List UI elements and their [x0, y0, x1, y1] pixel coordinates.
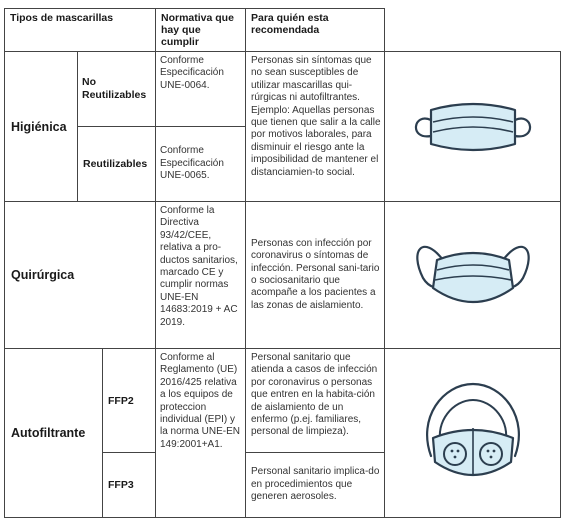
subtype-reutilizables: Reutilizables [77, 126, 156, 202]
para-quien-ffp3: Personal sanitario implica-do en procedi… [245, 452, 385, 518]
hygienic-mask-icon [414, 102, 531, 151]
header-normativa: Normativa que hay que cumplir [155, 8, 246, 52]
image-cell-quirurgica [384, 201, 561, 349]
image-cell-higienica [384, 51, 561, 202]
header-empty-cell [384, 8, 561, 52]
mask-table-container: Tipos de mascarillas Normativa que hay q… [4, 8, 561, 518]
subtype-ffp2: FFP2 [102, 348, 156, 453]
type-higienica: Higiénica [4, 51, 78, 202]
ffp-respirator-icon [425, 382, 520, 477]
header-tipos: Tipos de mascarillas [4, 8, 156, 52]
header-para-quien: Para quién esta recomendada [245, 8, 385, 52]
norma-no-reutilizables: Conforme Especificación UNE-0064. [155, 51, 246, 127]
subtype-no-reutilizables: No Reutilizables [77, 51, 156, 127]
norma-reutilizables: Conforme Especificación UNE-0065. [155, 126, 246, 202]
header-row: Tipos de mascarillas Normativa que hay q… [4, 8, 561, 52]
mask-types-table: Tipos de mascarillas Normativa que hay q… [4, 8, 561, 518]
para-quien-higienica: Personas sin síntomas que no sean suscep… [245, 51, 385, 202]
table-row: Quirúrgica Conforme la Directiva 93/42/C… [4, 201, 561, 349]
surgical-mask-icon [415, 245, 530, 304]
type-autofiltrante: Autofiltrante [4, 348, 103, 518]
para-quien-ffp2: Personal sanitario que atienda a casos d… [245, 348, 385, 453]
norma-quirurgica: Conforme la Directiva 93/42/CEE, relativ… [155, 201, 246, 349]
image-cell-autofiltrante [384, 348, 561, 518]
table-row: Reutilizables Conforme Especificación UN… [5, 126, 561, 202]
table-row: Autofiltrante FFP2 Conforme al Reglament… [4, 348, 561, 518]
table-row: Higiénica No Reutilizables Conforme Espe… [4, 51, 561, 202]
subtype-ffp3: FFP3 [102, 452, 156, 518]
para-quien-quirurgica: Personas con infección por coronavirus o… [245, 201, 385, 349]
norma-autofiltrante: Conforme al Reglamento (UE) 2016/425 rel… [155, 348, 246, 518]
type-quirurgica: Quirúrgica [4, 201, 156, 349]
table-row: FFP3 Personal sanitario implica-do en pr… [5, 452, 561, 518]
